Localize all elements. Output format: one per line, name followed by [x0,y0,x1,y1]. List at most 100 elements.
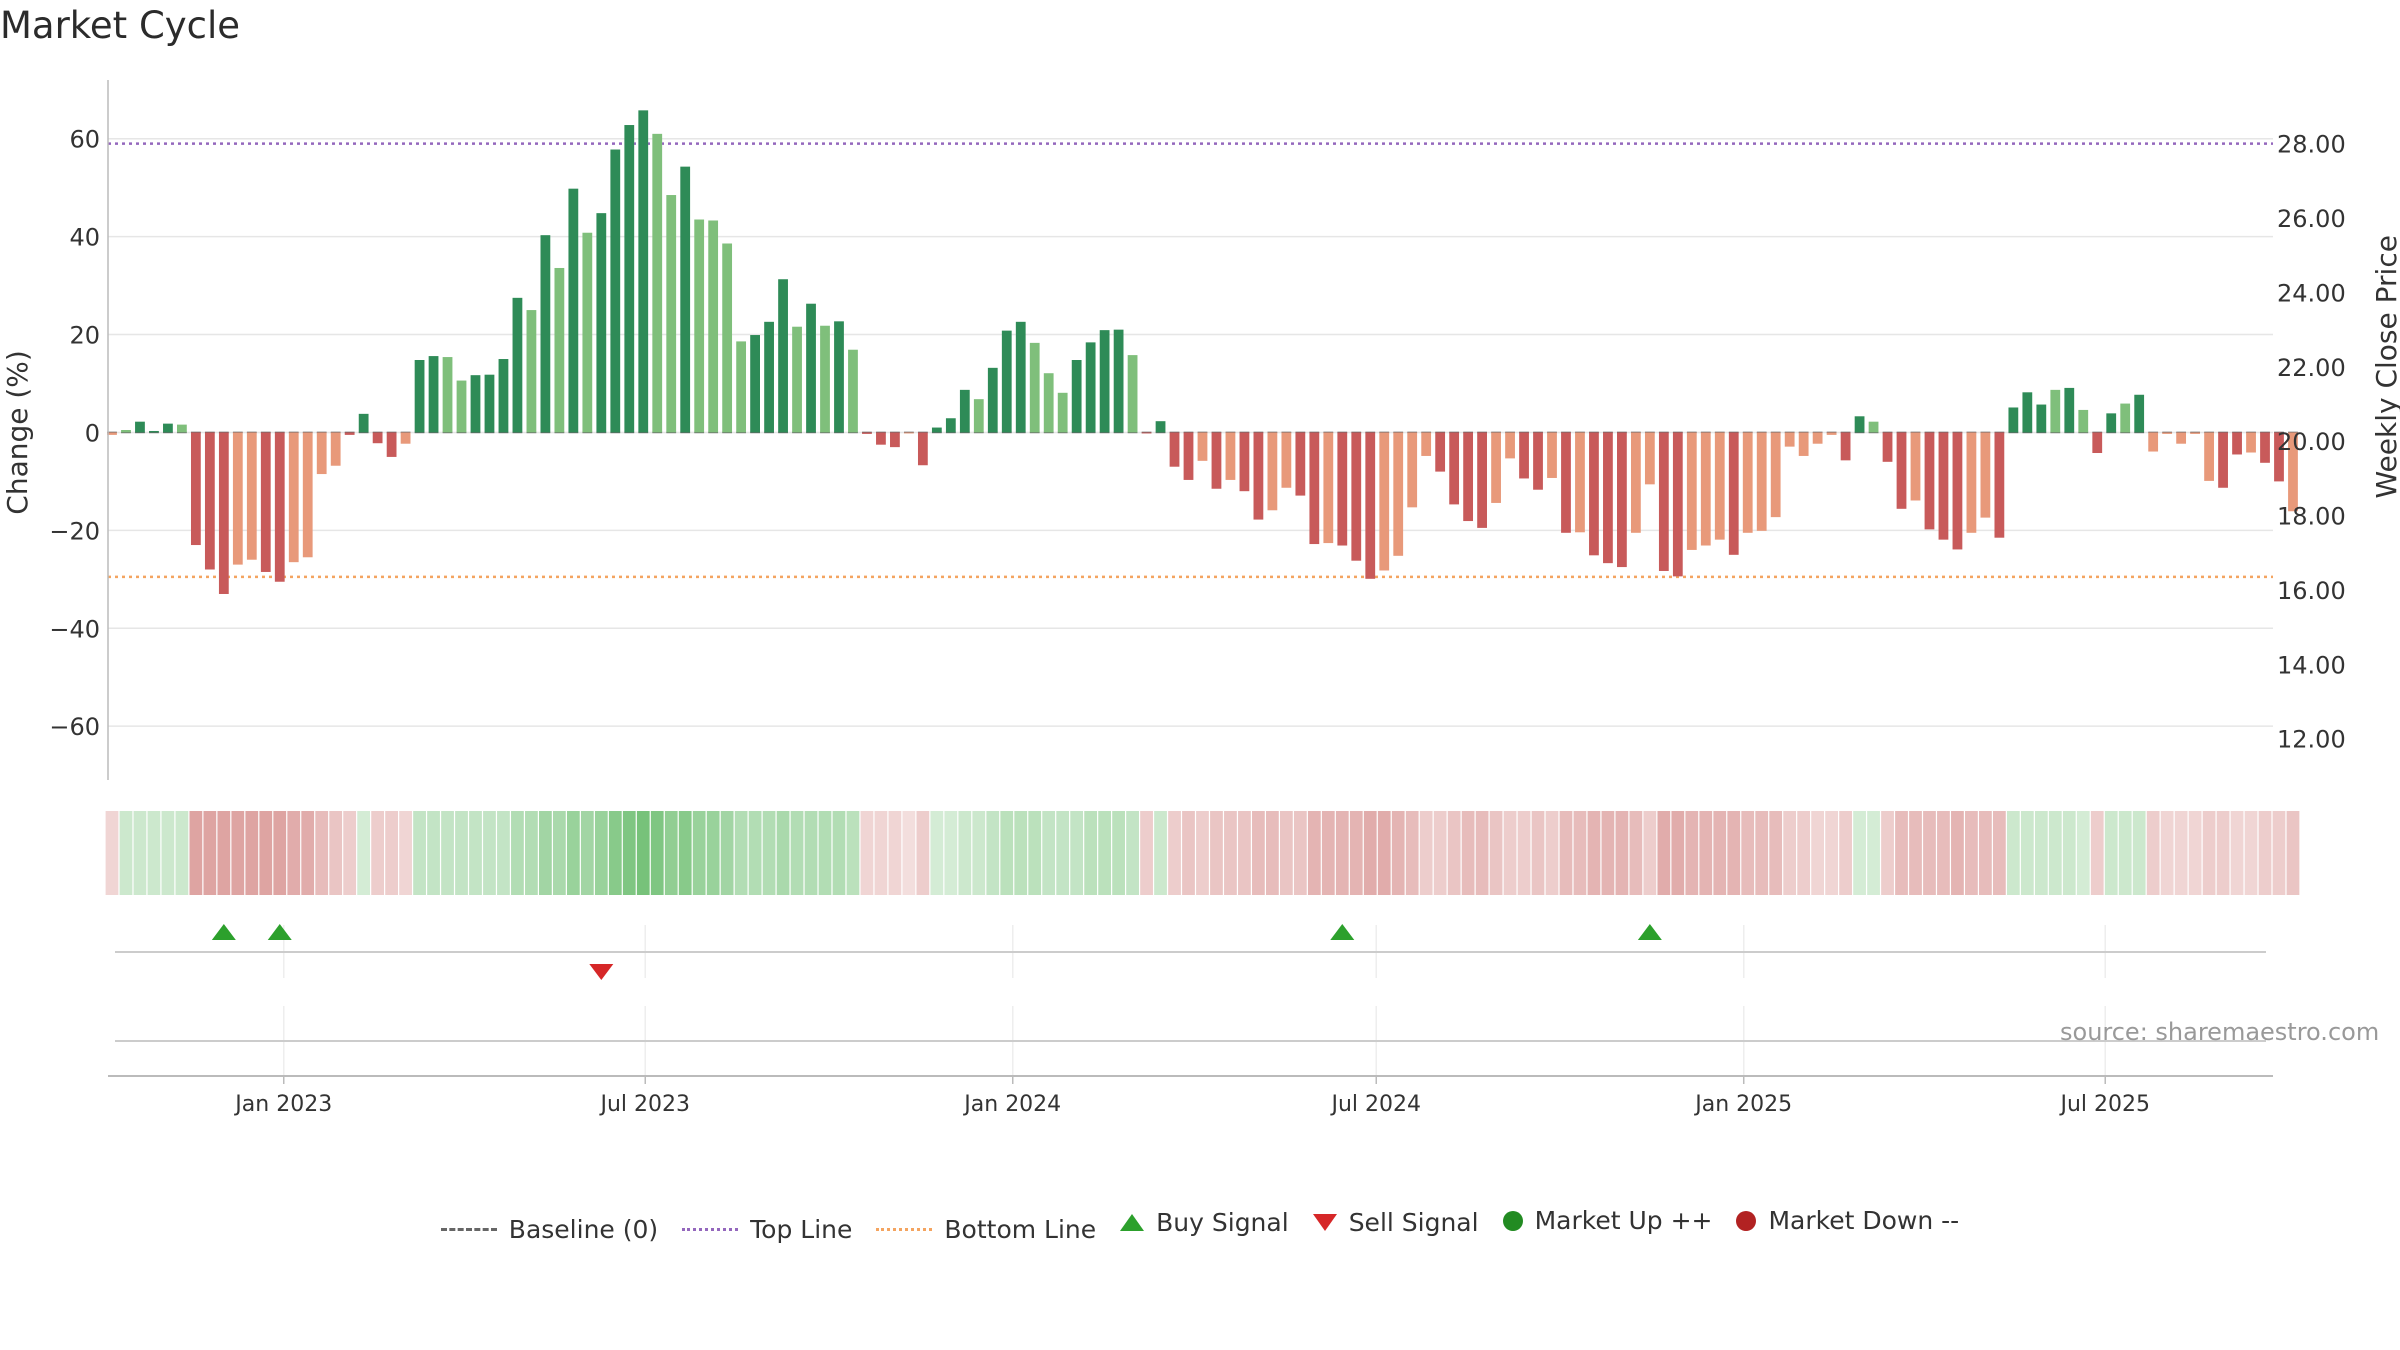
bar [1924,432,1935,530]
legend-item: Market Up ++ [1502,1206,1712,1235]
bar [1533,432,1543,490]
regime-cell [2118,811,2132,895]
regime-cell [1196,811,1209,895]
regime-cell [790,811,804,895]
bar [2148,432,2159,452]
bar [890,432,900,448]
bar [1001,330,1012,433]
bar [1225,432,1236,480]
bar [987,367,998,433]
regime-cell [1853,811,1866,895]
regime-cell [273,811,287,895]
bar [1561,432,1571,533]
regime-cell [2244,811,2258,895]
regime-cell [1070,811,1084,895]
regime-cell [1154,811,1167,895]
regime-cell [483,811,496,895]
regime-strip [105,811,2300,895]
regime-cell [525,811,538,895]
bar [204,432,215,570]
regime-cell [1769,811,1783,895]
bar [2008,407,2019,433]
regime-cell [2132,811,2146,895]
bar [1812,432,1823,444]
legend-label: Bottom Line [944,1214,1097,1244]
regime-cell [650,811,664,895]
signal-panel [115,924,2266,980]
sell-signal-marker [589,964,614,980]
bar [540,235,551,433]
regime-cell [1182,811,1195,895]
regime-cell [441,811,454,895]
regime-cell [1126,811,1139,895]
regime-cell [1307,811,1321,895]
regime-cell [1391,811,1405,895]
bar [596,213,607,433]
regime-cell [1783,811,1797,895]
regime-cell [1601,811,1615,895]
bar [848,349,858,433]
bar [498,359,509,433]
bar [442,357,453,433]
regime-cell [1210,811,1223,895]
bar [1379,432,1390,571]
bar [694,219,705,433]
bar [512,297,523,433]
bar [945,418,956,433]
regime-cell [203,811,217,895]
bar [121,430,131,433]
regime-cell [371,811,385,895]
bar [708,220,719,433]
regime-cell [329,811,343,895]
bar [177,424,187,433]
bar [806,303,816,433]
bar [107,432,117,435]
bar [722,243,733,433]
bar [736,341,747,433]
bar [246,432,257,560]
bar [1644,432,1655,485]
bar [903,432,914,434]
y-tick-label: 40 [69,224,100,252]
regime-cell [1671,811,1685,895]
bar [1700,432,1711,546]
legend-label: Baseline (0) [508,1214,659,1244]
bar [1575,432,1585,533]
regime-cell [1517,811,1531,895]
legend-symbol [682,1227,739,1231]
regime-cell [2048,811,2062,895]
bar [1463,432,1474,522]
regime-cell [1573,811,1587,895]
legend-symbol [1736,1210,1757,1231]
bar [1630,432,1641,533]
regime-cell [2272,811,2286,895]
regime-cell [2034,811,2048,895]
regime-cell [133,811,147,895]
regime-cell [1587,811,1601,895]
regime-cell [916,811,930,895]
regime-cell [469,811,482,895]
bar [135,421,145,433]
regime-cell [1252,811,1265,895]
regime-cell [720,811,734,895]
bar [2204,432,2214,481]
regime-cell [1098,811,1112,895]
bar [1658,432,1669,571]
bar [1603,432,1613,564]
bar [610,149,621,433]
bar [1057,392,1068,433]
bar [2092,432,2103,454]
x-tick-label: Jul 2023 [598,1092,690,1117]
bar [1281,432,1292,488]
y-tick-label: 60 [69,126,100,154]
regime-cell [1895,811,1908,895]
regime-cell [1000,811,1014,895]
y2-tick-label: 26.00 [2277,205,2346,233]
bar [470,375,481,433]
bar [1882,432,1893,462]
regime-cell [818,811,832,895]
regime-cell [1279,811,1293,895]
bar [1826,432,1837,435]
bar [1351,432,1362,561]
bar [834,321,844,433]
